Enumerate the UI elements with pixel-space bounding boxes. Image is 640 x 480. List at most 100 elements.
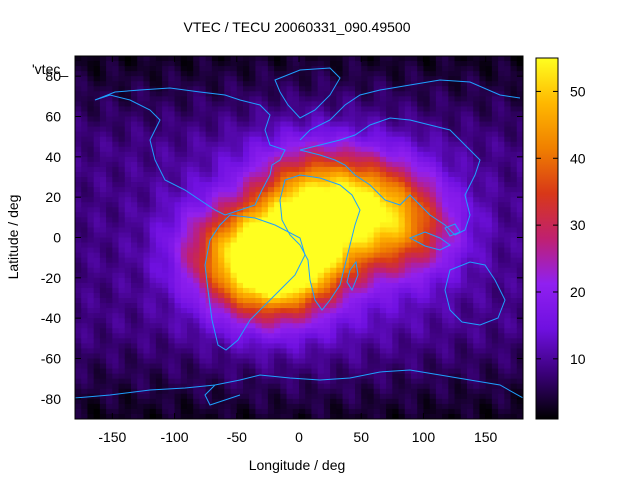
heatmap-cell bbox=[292, 187, 300, 193]
heatmap-cell bbox=[243, 86, 250, 92]
heatmap-cell bbox=[118, 86, 126, 92]
heatmap-cell bbox=[137, 298, 145, 304]
heatmap-cell bbox=[87, 292, 95, 299]
heatmap-cell bbox=[386, 272, 393, 279]
heatmap-cell bbox=[155, 131, 163, 138]
heatmap-cell bbox=[442, 116, 449, 123]
heatmap-cell bbox=[193, 292, 201, 299]
heatmap-cell bbox=[99, 298, 107, 304]
heatmap-cell bbox=[187, 146, 194, 153]
heatmap-cell bbox=[299, 222, 306, 229]
heatmap-cell bbox=[199, 262, 207, 269]
heatmap-cell bbox=[155, 227, 163, 234]
heatmap-cell bbox=[429, 131, 437, 138]
heatmap-cell bbox=[485, 413, 493, 419]
heatmap-cell bbox=[180, 358, 188, 365]
heatmap-cell bbox=[442, 328, 449, 334]
heatmap-cell bbox=[404, 353, 412, 360]
heatmap-cell bbox=[355, 177, 362, 183]
heatmap-cell bbox=[454, 252, 462, 259]
heatmap-cell bbox=[355, 202, 362, 208]
heatmap-cell bbox=[361, 101, 369, 108]
heatmap-cell bbox=[205, 126, 213, 133]
heatmap-cell bbox=[199, 403, 207, 410]
heatmap-cell bbox=[454, 333, 462, 339]
heatmap-cell bbox=[442, 277, 449, 284]
heatmap-cell bbox=[479, 408, 487, 415]
heatmap-cell bbox=[454, 257, 462, 264]
heatmap-cell bbox=[467, 242, 474, 249]
heatmap-cell bbox=[267, 252, 275, 259]
heatmap-cell bbox=[361, 287, 369, 294]
heatmap-cell bbox=[131, 292, 138, 299]
heatmap-cell bbox=[392, 212, 400, 218]
heatmap-cell bbox=[317, 207, 325, 213]
heatmap-cell bbox=[118, 408, 126, 415]
heatmap-cell bbox=[243, 177, 250, 183]
heatmap-cell bbox=[199, 247, 207, 254]
heatmap-cell bbox=[305, 298, 313, 304]
heatmap-cell bbox=[224, 96, 232, 102]
heatmap-cell bbox=[93, 71, 101, 77]
heatmap-cell bbox=[75, 292, 82, 299]
heatmap-cell bbox=[255, 237, 263, 244]
heatmap-cell bbox=[286, 91, 294, 97]
heatmap-cell bbox=[193, 56, 201, 62]
heatmap-cell bbox=[317, 212, 325, 218]
heatmap-cell bbox=[423, 96, 431, 102]
heatmap-cell bbox=[199, 257, 207, 264]
heatmap-cell bbox=[460, 106, 468, 113]
heatmap-cell bbox=[106, 252, 113, 259]
heatmap-cell bbox=[504, 141, 512, 148]
heatmap-cell bbox=[118, 222, 126, 229]
heatmap-cell bbox=[435, 146, 443, 153]
heatmap-cell bbox=[467, 393, 474, 400]
heatmap-cell bbox=[274, 358, 281, 365]
heatmap-cell bbox=[485, 378, 493, 385]
heatmap-cell bbox=[187, 328, 194, 334]
heatmap-cell bbox=[218, 272, 225, 279]
heatmap-cell bbox=[305, 156, 313, 163]
heatmap-cell bbox=[267, 116, 275, 123]
heatmap-cell bbox=[174, 272, 182, 279]
heatmap-cell bbox=[75, 282, 82, 289]
heatmap-cell bbox=[435, 348, 443, 355]
heatmap-cell bbox=[423, 242, 431, 249]
heatmap-cell bbox=[267, 363, 275, 370]
heatmap-cell bbox=[224, 363, 232, 370]
heatmap-cell bbox=[454, 403, 462, 410]
heatmap-cell bbox=[118, 348, 126, 355]
heatmap-cell bbox=[112, 166, 120, 173]
heatmap-cell bbox=[386, 262, 393, 269]
heatmap-cell bbox=[454, 91, 462, 97]
heatmap-cell bbox=[280, 56, 288, 62]
heatmap-cell bbox=[286, 212, 294, 218]
heatmap-cell bbox=[460, 363, 468, 370]
heatmap-cell bbox=[348, 252, 356, 259]
heatmap-cell bbox=[417, 91, 425, 97]
heatmap-cell bbox=[205, 358, 213, 365]
heatmap-cell bbox=[336, 252, 344, 259]
heatmap-cell bbox=[205, 66, 213, 72]
heatmap-cell bbox=[336, 298, 344, 304]
heatmap-cell bbox=[367, 287, 375, 294]
heatmap-cell bbox=[460, 252, 468, 259]
heatmap-cell bbox=[218, 76, 225, 82]
heatmap-cell bbox=[373, 212, 381, 218]
heatmap-cell bbox=[155, 81, 163, 87]
heatmap-cell bbox=[93, 106, 101, 113]
heatmap-cell bbox=[498, 146, 505, 153]
heatmap-cell bbox=[193, 232, 201, 239]
heatmap-cell bbox=[467, 383, 474, 390]
heatmap-cell bbox=[243, 303, 250, 309]
heatmap-cell bbox=[485, 197, 493, 203]
heatmap-cell bbox=[330, 66, 337, 72]
heatmap-cell bbox=[386, 61, 393, 67]
heatmap-cell bbox=[112, 86, 120, 92]
heatmap-cell bbox=[292, 131, 300, 138]
heatmap-cell bbox=[411, 182, 418, 188]
heatmap-cell bbox=[99, 262, 107, 269]
heatmap-cell bbox=[286, 272, 294, 279]
heatmap-cell bbox=[348, 343, 356, 350]
heatmap-cell bbox=[292, 116, 300, 123]
